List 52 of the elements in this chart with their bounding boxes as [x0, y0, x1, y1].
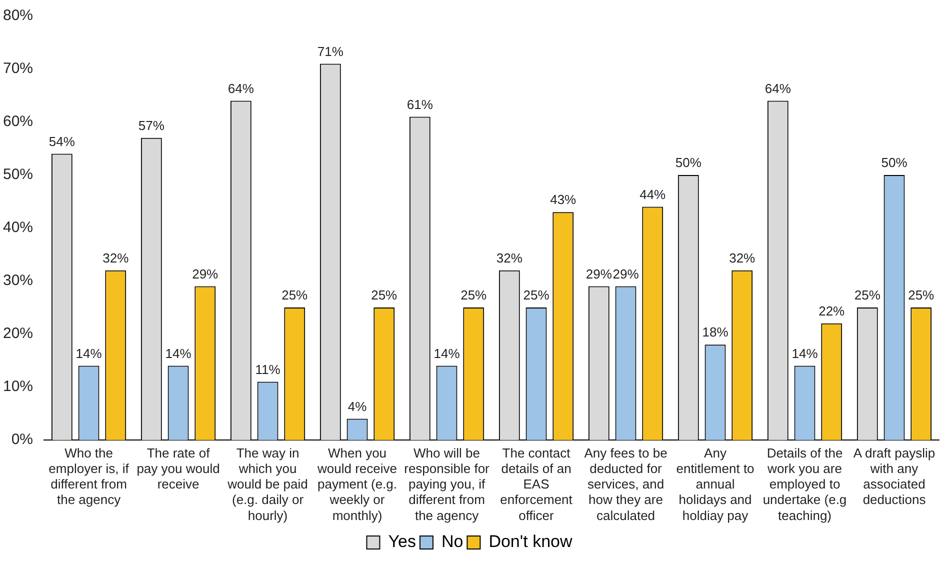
y-tick-label: 50% [2, 166, 34, 184]
data-label: 25% [371, 288, 398, 303]
data-label: 25% [460, 288, 488, 303]
data-label: 14% [434, 346, 460, 361]
data-label: 64% [228, 80, 254, 96]
data-label: 14% [76, 346, 102, 361]
data-label: 22% [818, 303, 846, 318]
data-label: 11% [255, 362, 281, 377]
data-label: 29% [612, 266, 640, 282]
x-tick-label: When you would receive payment (e.g. weekly or monthly) [316, 445, 398, 523]
data-label: 25% [854, 288, 881, 303]
data-label: 71% [317, 44, 344, 59]
data-label: 32% [102, 250, 130, 266]
x-tick-label: The way in which you would be paid (e.g. daily or hourly) [226, 445, 308, 523]
x-tick-label: A draft payslip with any associated deductions [853, 445, 936, 508]
x-tick-label: Who will be responsible for paying you, if different from the agency [404, 445, 490, 523]
x-tick-label: Details of the work you are employed to undertake (e.g teaching) [762, 445, 847, 523]
data-label: 18% [702, 324, 729, 340]
y-tick-label: 10% [2, 378, 34, 396]
data-label: 25% [523, 288, 550, 303]
data-label: 43% [550, 192, 577, 208]
data-label: 64% [764, 80, 792, 96]
data-label: 50% [881, 155, 908, 170]
y-tick-label: 30% [2, 272, 34, 290]
y-tick-label: 0% [11, 431, 34, 448]
x-tick-label: Any entitlement to annual holidays and holdiay pay [676, 445, 754, 523]
data-label: 50% [675, 155, 702, 170]
y-tick-label: 80% [2, 7, 34, 24]
x-tick-label: Who the employer is, if different from the agency [48, 445, 130, 508]
data-label: 29% [586, 266, 612, 282]
legend-label: Don't know [488, 532, 573, 552]
x-tick-label: The rate of pay you would receive [136, 445, 220, 492]
data-label: 44% [640, 186, 666, 202]
y-tick-label: 60% [2, 113, 34, 130]
x-tick-label: Any fees to be deducted for services, and how they are calculated [584, 445, 668, 523]
data-label: 4% [348, 398, 368, 414]
data-label: 32% [729, 250, 756, 266]
x-tick-label: The contact details of an EAS enforcement officer [500, 445, 573, 523]
legend-label: Yes [388, 532, 416, 552]
data-label: 32% [496, 250, 523, 266]
data-label: 57% [138, 118, 165, 133]
data-label: 61% [406, 96, 434, 112]
data-label: 25% [282, 288, 308, 303]
y-tick-label: 40% [2, 219, 34, 236]
data-label: 14% [165, 346, 192, 361]
data-label: 25% [908, 288, 935, 303]
data-label: 14% [792, 346, 818, 361]
y-tick-label: 70% [2, 60, 34, 78]
data-label: 54% [48, 134, 76, 149]
legend-label: No [441, 532, 464, 552]
data-label: 29% [192, 266, 219, 282]
y-tick-label: 20% [2, 325, 34, 342]
